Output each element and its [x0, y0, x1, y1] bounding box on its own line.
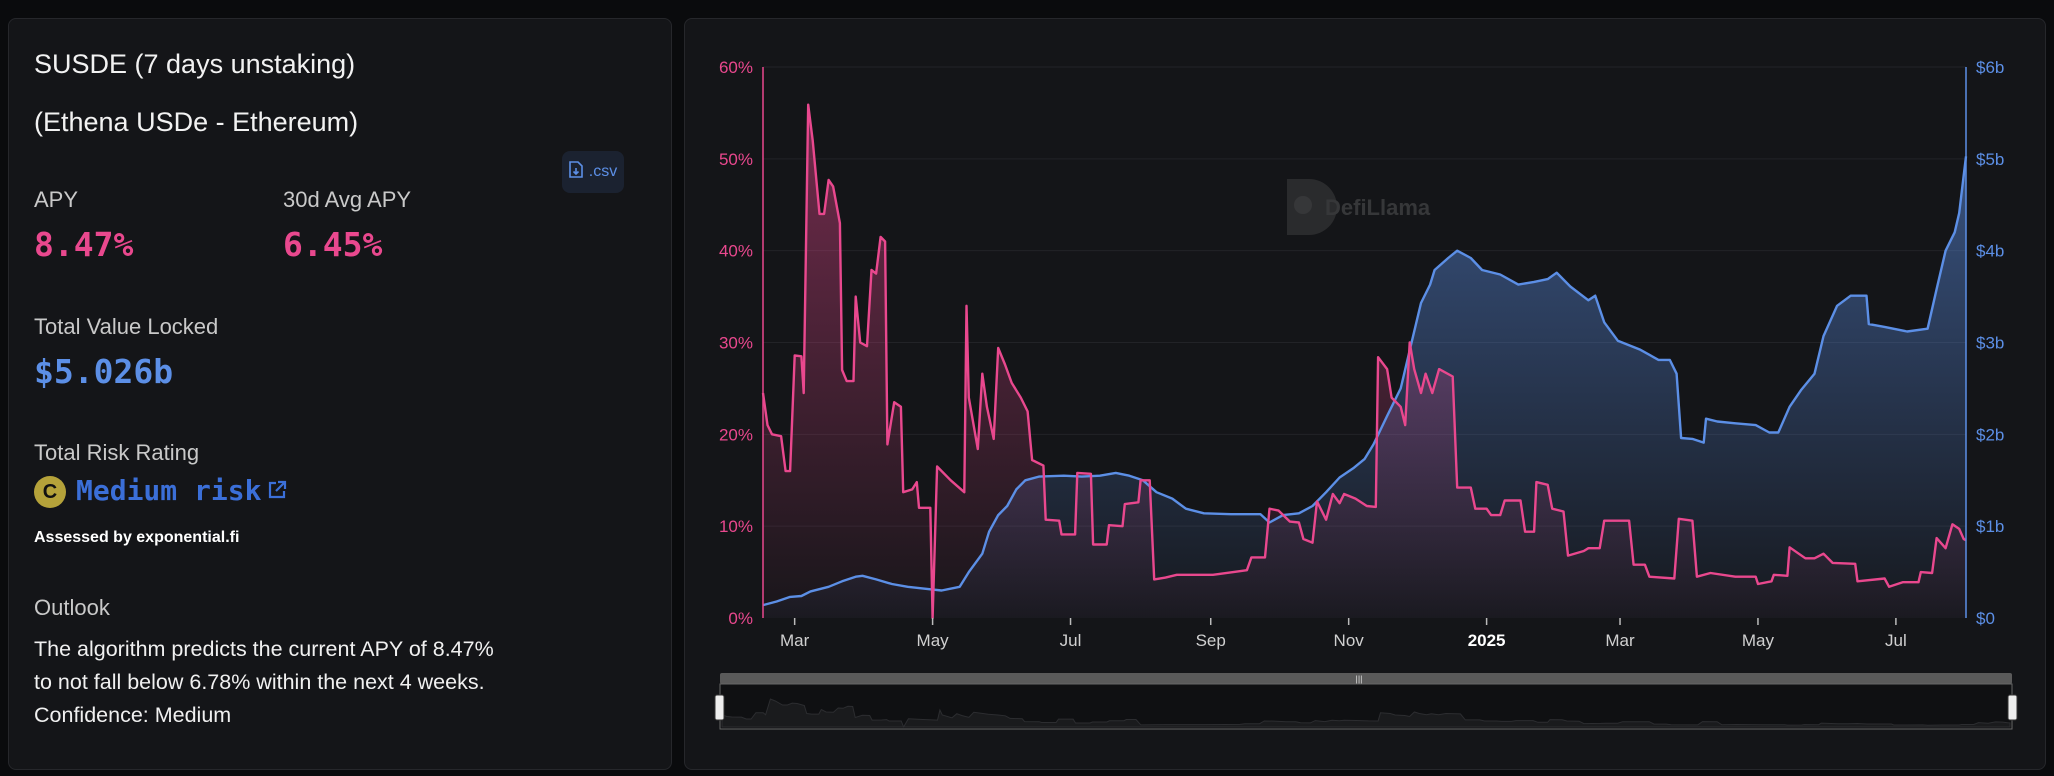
- external-link-icon: [267, 474, 287, 507]
- x-tick-label: Sep: [1196, 631, 1226, 650]
- range-slider[interactable]: |||: [714, 673, 2018, 730]
- pool-title: SUSDE (7 days unstaking): [34, 49, 356, 79]
- y-left-tick-label: 60%: [719, 58, 753, 77]
- chart-panel: DefiLlama 0% $0 10% $1b 20% $2b 30% $3b 40% $4b 50…: [684, 18, 2046, 770]
- y-right-tick-label: $3b: [1976, 334, 2004, 353]
- risk-grade-badge: C: [34, 476, 66, 508]
- y-right-tick-label: $6b: [1976, 58, 2004, 77]
- outlook-label: Outlook: [34, 595, 110, 620]
- x-tick-label: Mar: [1605, 631, 1635, 650]
- x-tick-label: Jul: [1885, 631, 1907, 650]
- apy-label: APY: [34, 187, 79, 212]
- x-tick-label: Jul: [1060, 631, 1082, 650]
- slider-right-handle[interactable]: [2007, 694, 2018, 721]
- y-left-tick-label: 0%: [728, 609, 753, 628]
- y-left-tick-label: 40%: [719, 242, 753, 261]
- defillama-watermark: DefiLlama: [1287, 179, 1431, 235]
- tvl-area: [763, 156, 1966, 618]
- y-right-tick-label: $0: [1976, 609, 1995, 628]
- y-left-tick-label: 30%: [719, 334, 753, 353]
- slider-mini-preview: [721, 698, 2011, 729]
- avg-apy-label: 30d Avg APY: [283, 187, 412, 212]
- tvl-value: $5.026b: [34, 352, 174, 391]
- download-csv-button[interactable]: .csv: [562, 151, 624, 193]
- slider-grip-icon[interactable]: |||: [1355, 674, 1362, 684]
- pool-info-panel: SUSDE (7 days unstaking) (Ethena USDe - …: [8, 18, 672, 770]
- risk-label: Total Risk Rating: [34, 440, 200, 465]
- y-left-tick-label: 20%: [719, 425, 753, 444]
- slider-track[interactable]: [720, 673, 2012, 684]
- outlook-line-2: to not fall below 6.78% within the next …: [34, 670, 485, 694]
- x-tick-label: May: [917, 631, 950, 650]
- y-left-tick-label: 10%: [719, 517, 753, 536]
- apy-tvl-chart: DefiLlama 0% $0 10% $1b 20% $2b 30% $3b 40% $4b 50…: [714, 58, 2018, 730]
- x-tick-label: Nov: [1334, 631, 1365, 650]
- csv-label: .csv: [588, 163, 618, 180]
- assessed-by: Assessed by exponential.fi: [34, 529, 240, 546]
- risk-rating-link[interactable]: Medium risk: [76, 474, 287, 507]
- tvl-label: Total Value Locked: [34, 314, 219, 339]
- outlook-line-1: The algorithm predicts the current APY o…: [34, 637, 494, 661]
- y-right-tick-label: $2b: [1976, 425, 2004, 444]
- pool-subtitle: (Ethena USDe - Ethereum): [34, 107, 359, 137]
- x-tick-label: May: [1742, 631, 1775, 650]
- y-right-tick-label: $5b: [1976, 150, 2004, 169]
- outlook-line-3: Confidence: Medium: [34, 703, 232, 727]
- y-right-tick-label: $4b: [1976, 242, 2004, 261]
- y-left-tick-label: 50%: [719, 150, 753, 169]
- risk-rating-text: Medium risk: [76, 474, 262, 507]
- x-tick-label: Mar: [780, 631, 810, 650]
- watermark-text: DefiLlama: [1325, 195, 1431, 220]
- file-download-icon: [568, 161, 583, 183]
- apy-line: [761, 103, 1967, 620]
- y-right-tick-label: $1b: [1976, 517, 2004, 536]
- apy-value: 8.47%: [34, 225, 134, 264]
- avg-apy-value: 6.45%: [283, 225, 383, 264]
- slider-left-handle[interactable]: [714, 694, 725, 721]
- x-tick-label: 2025: [1468, 631, 1506, 650]
- tvl-line: [762, 156, 1968, 607]
